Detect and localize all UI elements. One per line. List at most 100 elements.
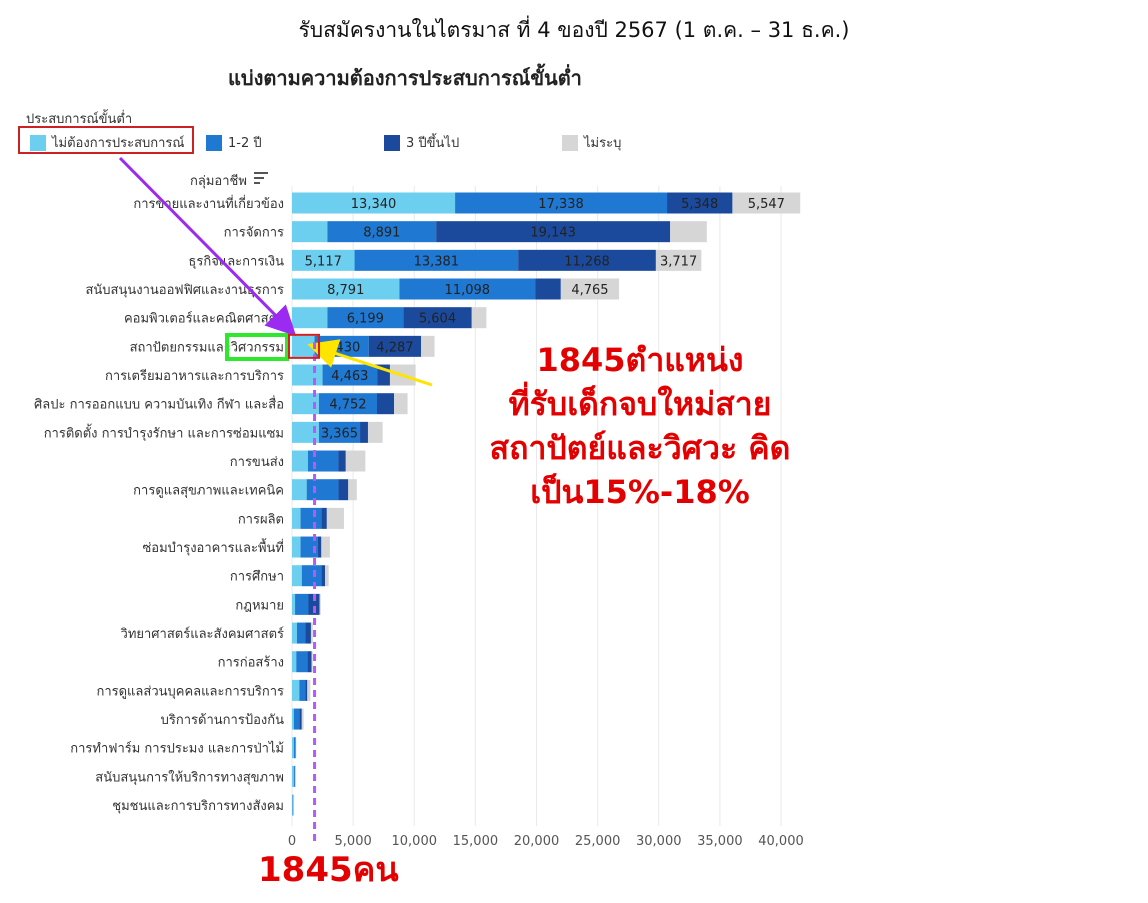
bar-segment-3-plus-years[interactable] xyxy=(518,249,656,271)
bar-segment-1-2-years[interactable] xyxy=(354,249,519,271)
bar-segment-3-plus-years[interactable] xyxy=(317,536,322,558)
bar-segment-1-2-years[interactable] xyxy=(295,593,309,615)
bar-segment-none-required[interactable] xyxy=(292,651,297,673)
bar-segment-3-plus-years[interactable] xyxy=(308,593,320,615)
bar-segment-1-2-years[interactable] xyxy=(300,507,322,529)
x-tick-labels: 0 5,000 10,000 15,000 20,000 25,000 30,000 35,0… xyxy=(288,834,804,849)
bar-segment-unspecified[interactable] xyxy=(321,536,330,558)
bar-segment-3-plus-years[interactable] xyxy=(307,651,312,673)
bar-segment-3-plus-years[interactable] xyxy=(294,765,296,787)
bar-segment-none-required[interactable] xyxy=(292,421,319,443)
bar-segment-3-plus-years[interactable] xyxy=(305,679,308,701)
bar-segment-unspecified[interactable] xyxy=(367,421,383,443)
bar-segment-unspecified[interactable] xyxy=(295,765,296,787)
bar-segment-none-required[interactable] xyxy=(292,565,302,587)
bar-segment-3-plus-years[interactable] xyxy=(667,192,733,214)
legend-item-1-2-years[interactable]: 1-2 ปี xyxy=(206,132,262,153)
bar-segment-unspecified[interactable] xyxy=(471,307,487,329)
bar-segment-3-plus-years[interactable] xyxy=(305,622,311,644)
sort-icon[interactable] xyxy=(254,172,268,184)
bar-segment-none-required[interactable] xyxy=(292,679,300,701)
bar-segment-unspecified[interactable] xyxy=(732,192,801,214)
bar-segment-none-required[interactable] xyxy=(292,393,319,415)
bar-segment-none-required[interactable] xyxy=(292,249,355,271)
bar-segment-none-required[interactable] xyxy=(292,307,328,329)
bar-segment-1-2-years[interactable] xyxy=(293,765,295,787)
bar-segment-none-required[interactable] xyxy=(292,708,294,730)
bar-segment-1-2-years[interactable] xyxy=(399,278,536,300)
bar-segment-unspecified[interactable] xyxy=(325,565,329,587)
bar-segment-1-2-years[interactable] xyxy=(318,393,377,415)
bar-segment-none-required[interactable] xyxy=(292,507,301,529)
bar-segment-1-2-years[interactable] xyxy=(307,450,339,472)
bar-segment-3-plus-years[interactable] xyxy=(403,307,472,329)
bar-segment-unspecified[interactable] xyxy=(326,507,344,529)
category-label: การดูแลส่วนบุคคลและการบริการ xyxy=(96,684,284,699)
category-label: สถาปัตยกรรมและวิศวกรรม xyxy=(130,340,284,355)
x-tick-label: 15,000 xyxy=(453,834,499,849)
category-label: สนับสนุนงานออฟฟิศและงานธุรการ xyxy=(85,283,284,298)
bar-segment-1-2-years[interactable] xyxy=(301,565,322,587)
bar-segment-3-plus-years[interactable] xyxy=(535,278,561,300)
bar-segment-unspecified[interactable] xyxy=(319,593,321,615)
data-label: 5,348 xyxy=(681,197,718,212)
bar-segment-1-2-years[interactable] xyxy=(299,679,306,701)
bar-segment-none-required[interactable] xyxy=(292,192,456,214)
bar-segment-unspecified[interactable] xyxy=(421,335,435,357)
bar-segment-1-2-years[interactable] xyxy=(455,192,668,214)
legend-item-none-required[interactable]: ไม่ต้องการประสบการณ์ xyxy=(30,132,184,153)
bar-segment-3-plus-years[interactable] xyxy=(299,708,302,730)
bar-segment-3-plus-years[interactable] xyxy=(360,421,368,443)
category-label: การดูแลสุขภาพและเทคนิค xyxy=(133,484,284,499)
bar-segment-none-required[interactable] xyxy=(292,335,315,357)
bar-segment-3-plus-years[interactable] xyxy=(368,335,422,357)
bar-segment-none-required[interactable] xyxy=(292,593,296,615)
bar-segment-none-required[interactable] xyxy=(292,765,294,787)
bar-segment-none-required[interactable] xyxy=(292,737,294,759)
bar-segment-none-required[interactable] xyxy=(292,364,323,386)
bar-segment-unspecified[interactable] xyxy=(293,794,294,816)
bar-segment-none-required[interactable] xyxy=(292,794,293,816)
bar-segment-1-2-years[interactable] xyxy=(306,479,339,501)
legend-item-3-plus-years[interactable]: 3 ปีขึ้นไป xyxy=(384,132,459,153)
bar-segment-none-required[interactable] xyxy=(292,278,400,300)
bar-segment-1-2-years[interactable] xyxy=(292,794,294,816)
bar-segment-unspecified[interactable] xyxy=(311,651,313,673)
bar-segment-unspecified[interactable] xyxy=(394,393,408,415)
bar-segment-1-2-years[interactable] xyxy=(296,622,306,644)
bar-segment-unspecified[interactable] xyxy=(670,221,707,243)
bar-segment-3-plus-years[interactable] xyxy=(295,737,296,759)
data-label: 4,752 xyxy=(329,398,366,413)
bar-segment-1-2-years[interactable] xyxy=(318,421,361,443)
bar-segment-3-plus-years[interactable] xyxy=(338,450,346,472)
bar-segment-3-plus-years[interactable] xyxy=(338,479,349,501)
bar-segment-none-required[interactable] xyxy=(292,622,297,644)
bar-segment-1-2-years[interactable] xyxy=(327,221,437,243)
legend-item-unspecified[interactable]: ไม่ระบุ xyxy=(562,132,621,153)
bar-segment-1-2-years[interactable] xyxy=(327,307,404,329)
bar-segment-3-plus-years[interactable] xyxy=(321,507,327,529)
bar-segment-unspecified[interactable] xyxy=(560,278,620,300)
bar-segment-none-required[interactable] xyxy=(292,479,307,501)
bar-segment-unspecified[interactable] xyxy=(345,450,366,472)
bar-segment-1-2-years[interactable] xyxy=(322,364,378,386)
bar-segment-3-plus-years[interactable] xyxy=(376,393,395,415)
bar-segment-unspecified[interactable] xyxy=(295,737,297,759)
bar-segment-none-required[interactable] xyxy=(292,450,308,472)
bar-segment-none-required[interactable] xyxy=(292,221,328,243)
bar-segment-unspecified[interactable] xyxy=(655,249,702,271)
bar-segment-unspecified[interactable] xyxy=(301,708,304,730)
bar-segment-1-2-years[interactable] xyxy=(296,651,308,673)
bar-segment-3-plus-years[interactable] xyxy=(321,565,326,587)
bar-segment-none-required[interactable] xyxy=(292,536,301,558)
data-label: 8,791 xyxy=(327,283,364,298)
bar-segment-1-2-years[interactable] xyxy=(293,737,296,759)
bar-segment-unspecified[interactable] xyxy=(307,679,311,701)
bar-segment-3-plus-years[interactable] xyxy=(436,221,671,243)
category-label: ธุรกิจและการเงิน xyxy=(188,254,284,269)
category-label: กฎหมาย xyxy=(235,598,284,613)
bar-segment-unspecified[interactable] xyxy=(348,479,357,501)
bar-segment-1-2-years[interactable] xyxy=(293,708,300,730)
bar-segment-unspecified[interactable] xyxy=(310,622,313,644)
